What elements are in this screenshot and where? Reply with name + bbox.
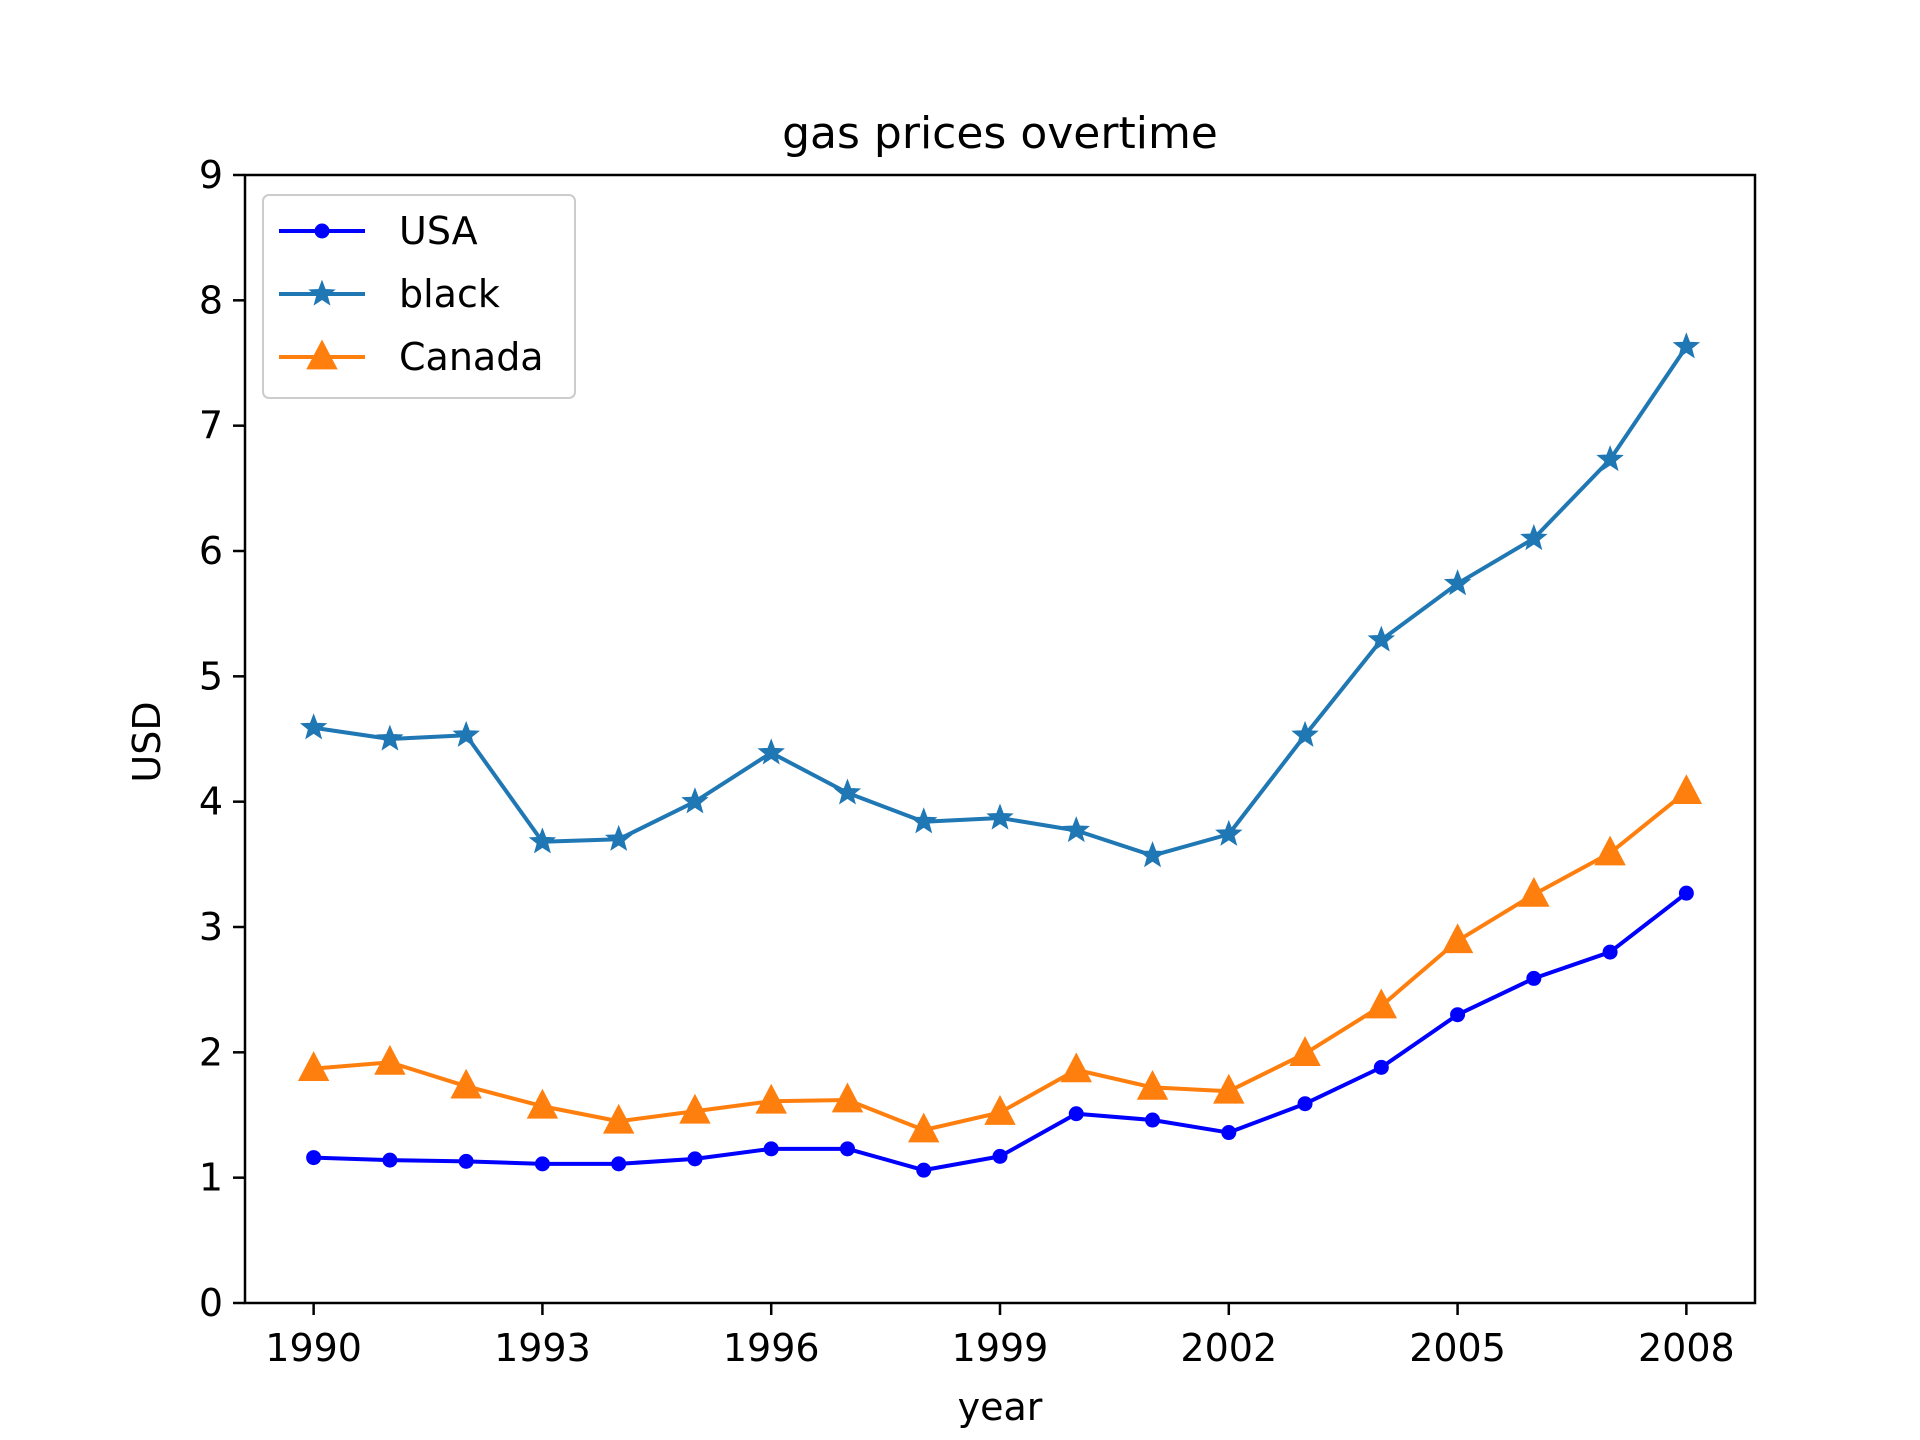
x-tick-label: 1996 — [723, 1326, 820, 1370]
data-point-usa — [1297, 1096, 1313, 1112]
data-point-canada — [1136, 1069, 1169, 1100]
data-point-black — [1291, 720, 1319, 747]
data-point-black — [910, 807, 938, 834]
data-point-black — [681, 787, 709, 814]
data-point-usa — [1678, 885, 1694, 901]
data-point-black — [376, 724, 404, 751]
legend-label-usa: USA — [399, 209, 478, 253]
data-point-black — [299, 713, 328, 740]
y-axis-label: USD — [125, 701, 169, 782]
data-point-usa — [458, 1153, 474, 1169]
data-point-usa — [687, 1151, 703, 1167]
series-canada — [297, 774, 1703, 1143]
data-point-canada — [297, 1051, 330, 1082]
data-point-usa — [992, 1148, 1008, 1164]
data-point-black — [757, 738, 785, 765]
data-point-usa — [1450, 1007, 1466, 1023]
data-point-canada — [450, 1068, 482, 1099]
data-point-canada — [679, 1093, 711, 1124]
data-point-canada — [755, 1083, 787, 1114]
data-point-black — [604, 824, 633, 851]
legend-label-canada: Canada — [399, 335, 544, 379]
chart-title: gas prices overtime — [782, 108, 1218, 159]
data-point-black — [833, 778, 862, 805]
y-tick-label: 0 — [199, 1281, 223, 1325]
data-point-canada — [1518, 876, 1550, 907]
ticks-layer: 1990 1993 1996 1999 2002 2005 2008 0 1 2 3 4 5 6 7 8 9 — [199, 153, 1735, 1370]
data-point-black — [452, 720, 480, 747]
series-black — [299, 332, 1701, 868]
data-point-black — [1520, 524, 1548, 551]
data-point-usa — [839, 1141, 855, 1157]
legend-box — [262, 194, 576, 399]
data-point-black — [528, 827, 557, 854]
data-point-canada — [1365, 988, 1398, 1019]
data-point-usa — [1221, 1125, 1237, 1141]
x-tick-label: 2005 — [1409, 1326, 1506, 1370]
data-point-usa — [1145, 1112, 1161, 1128]
y-tick-label: 3 — [199, 905, 223, 949]
legend-entry-usa: USA — [279, 209, 478, 253]
y-tick-label: 6 — [199, 529, 223, 573]
data-point-black — [1367, 625, 1396, 652]
data-point-canada — [984, 1095, 1016, 1125]
data-point-usa — [611, 1156, 627, 1172]
y-tick-label: 9 — [199, 153, 223, 197]
data-point-usa — [1602, 944, 1618, 960]
x-tick-label: 1993 — [494, 1326, 591, 1370]
series-usa — [306, 885, 1694, 1178]
data-point-canada — [1594, 835, 1626, 866]
data-point-usa — [306, 1150, 322, 1166]
data-point-canada — [1441, 923, 1474, 954]
y-tick-label: 1 — [199, 1156, 223, 1200]
plot-frame — [243, 173, 1757, 1305]
x-tick-label: 2008 — [1638, 1326, 1735, 1370]
series-layer — [297, 332, 1703, 1178]
legend-entry-black: black — [279, 272, 500, 316]
x-tick-label: 1999 — [952, 1326, 1049, 1370]
data-point-canada — [374, 1044, 406, 1075]
data-point-black — [1596, 445, 1624, 472]
data-point-canada — [1213, 1073, 1245, 1104]
data-point-black — [1443, 569, 1472, 596]
data-point-usa — [382, 1152, 398, 1168]
data-point-usa — [534, 1156, 550, 1172]
legend-marker-canada — [306, 339, 338, 370]
data-point-canada — [526, 1088, 559, 1119]
data-point-black — [1215, 819, 1243, 846]
data-point-black — [1062, 816, 1090, 843]
legend-entry-canada: Canada — [279, 335, 544, 379]
x-tick-label: 1990 — [265, 1326, 362, 1370]
legend-marker-usa — [314, 223, 330, 239]
data-point-usa — [1068, 1106, 1084, 1122]
data-point-canada — [1670, 774, 1703, 805]
data-point-canada — [602, 1103, 635, 1134]
data-point-canada — [908, 1112, 940, 1143]
data-point-usa — [1526, 970, 1542, 986]
y-tick-label: 7 — [199, 404, 223, 448]
legend-marker-black — [308, 279, 336, 306]
legend: USA black Canada — [262, 194, 576, 399]
legend-label-black: black — [399, 272, 500, 316]
y-tick-label: 5 — [199, 654, 223, 698]
data-point-usa — [1373, 1059, 1389, 1075]
data-point-usa — [916, 1162, 932, 1178]
x-axis-label: year — [958, 1385, 1043, 1429]
y-tick-label: 2 — [199, 1030, 223, 1074]
y-tick-label: 8 — [199, 278, 223, 322]
x-tick-label: 2002 — [1180, 1326, 1277, 1370]
y-tick-label: 4 — [199, 780, 223, 824]
data-point-black — [1138, 841, 1167, 868]
data-point-black — [1672, 332, 1701, 359]
data-point-usa — [763, 1141, 779, 1157]
data-point-canada — [1289, 1036, 1321, 1066]
data-point-canada — [1060, 1052, 1092, 1083]
data-point-black — [986, 803, 1014, 830]
data-point-canada — [831, 1082, 864, 1113]
